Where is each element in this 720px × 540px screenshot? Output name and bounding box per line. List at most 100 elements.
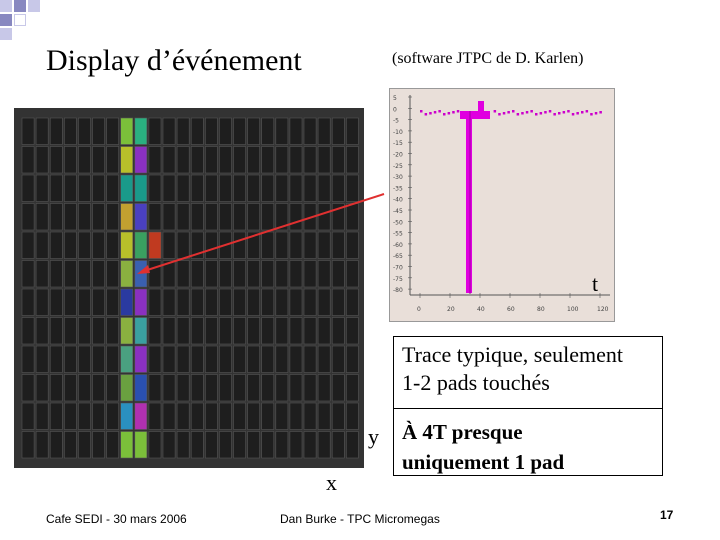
pad-cell (106, 260, 119, 288)
pad-cell (303, 374, 317, 402)
pad-cell (120, 146, 134, 174)
pad-cell (78, 431, 91, 459)
baseline-sample (594, 112, 598, 115)
pad-cell (63, 203, 77, 231)
pad-cell (247, 174, 261, 202)
pad-cell (21, 345, 35, 373)
pad-cell (261, 288, 275, 316)
pad-cell (190, 260, 204, 288)
pad-cell (78, 288, 91, 316)
pad-cell (78, 203, 91, 231)
pad-cell (303, 203, 317, 231)
x-axis-label: x (326, 470, 337, 495)
pad-cell (275, 260, 289, 288)
pad-cell (261, 431, 275, 459)
pad-cell (148, 174, 162, 202)
pad-cell (134, 374, 148, 402)
pad-cell (303, 231, 317, 259)
pad-cell (303, 260, 317, 288)
pad-cell (162, 402, 176, 430)
pad-cell (120, 288, 134, 316)
x-tick-label: 20 (447, 306, 455, 313)
y-tick-label: -15 (393, 140, 403, 147)
pad-cell (176, 431, 190, 459)
pad-cell (120, 402, 134, 430)
pad-cell (49, 402, 63, 430)
pad-cell (148, 288, 162, 316)
pad-cell (92, 174, 105, 202)
pad-cell (21, 288, 35, 316)
pad-cell (331, 288, 345, 316)
pad-cell (21, 431, 35, 459)
pad-cell (78, 146, 91, 174)
pad-cell (120, 345, 134, 373)
baseline-sample (558, 112, 561, 115)
pad-cell (92, 288, 105, 316)
pad-cell (63, 231, 77, 259)
pad-cell (106, 402, 119, 430)
pad-cell (35, 146, 49, 174)
pad-cell (303, 174, 317, 202)
pad-cell (289, 317, 303, 345)
pad-cell (190, 174, 204, 202)
pad-cell (35, 260, 49, 288)
pad-cell (35, 374, 49, 402)
pad-cell (303, 345, 317, 373)
pad-cell (289, 117, 303, 145)
pad-cell (92, 117, 105, 145)
baseline-sample (498, 113, 501, 116)
pad-cell (345, 317, 359, 345)
y-tick-label: -40 (393, 197, 403, 204)
pad-cell (247, 402, 261, 430)
baseline-sample (420, 110, 423, 113)
pad-cell (289, 431, 303, 459)
pad-cell (63, 117, 77, 145)
pad-cell (162, 231, 176, 259)
pad-cell (219, 117, 232, 145)
y-axis-label: y (368, 424, 379, 449)
pad-cell (345, 345, 359, 373)
pad-cell (120, 260, 134, 288)
pad-cell (21, 117, 35, 145)
pad-cell (106, 317, 119, 345)
pad-cell (106, 288, 119, 316)
pad-cell (303, 288, 317, 316)
pad-cell (49, 345, 63, 373)
pad-cell (176, 260, 190, 288)
footer-center: Dan Burke - TPC Micromegas (280, 512, 440, 526)
pad-cell (21, 146, 35, 174)
baseline-sample (438, 110, 441, 113)
baseline-sample (599, 111, 602, 114)
pad-cell (134, 146, 148, 174)
pad-cell (106, 231, 119, 259)
pad-cell (134, 174, 148, 202)
y-tick-label: -25 (393, 163, 403, 170)
pad-cell (205, 260, 218, 288)
pad-cell (190, 117, 204, 145)
pad-cell (247, 345, 261, 373)
pad-cell (345, 260, 359, 288)
pad-cell (261, 174, 275, 202)
trace-text-line2: 1-2 pads touchés (402, 370, 550, 395)
pad-cell (106, 117, 119, 145)
x-tick-label: 60 (507, 306, 515, 313)
baseline-sample (567, 110, 570, 113)
baseline-sample (581, 111, 584, 114)
pad-cell (345, 231, 359, 259)
pad-cell (289, 231, 303, 259)
pad-cell (106, 431, 119, 459)
pad-cell (162, 203, 176, 231)
pad-cell (275, 317, 289, 345)
pad-cell (219, 317, 232, 345)
trace-text-line1: Trace typique, seulement (402, 342, 623, 367)
pad-cell (176, 345, 190, 373)
pad-cell (247, 203, 261, 231)
pad-cell (92, 146, 105, 174)
pad-cell (205, 317, 218, 345)
pad-cell (289, 402, 303, 430)
pad-cell (219, 345, 232, 373)
pad-cell (275, 203, 289, 231)
slide-title: Display d’événement (46, 44, 302, 77)
pad-cell (21, 402, 35, 430)
baseline-sample (452, 111, 455, 114)
